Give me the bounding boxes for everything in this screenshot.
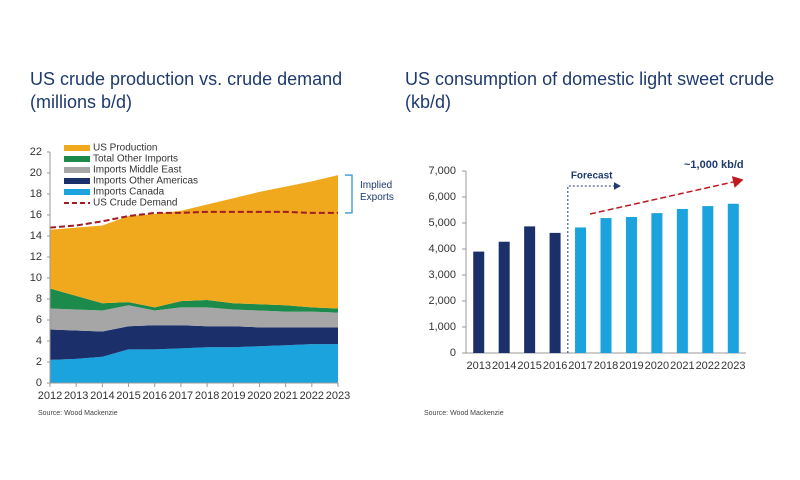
y-tick-label: 0: [36, 377, 42, 389]
x-tick-label: 2023: [326, 390, 350, 402]
source: Source: Wood Mackenzie: [424, 410, 504, 417]
x-tick-label: 2014: [492, 360, 516, 372]
x-tick-label: 2021: [273, 390, 297, 402]
forecast-divider: [567, 182, 621, 353]
area: [50, 325, 338, 360]
annotation: ~1,000 kb/d: [684, 159, 744, 171]
line: [49, 210, 338, 229]
y-tick-label: 20: [30, 167, 42, 179]
legend-label: Imports Other Americas: [93, 176, 198, 187]
bar: [727, 203, 739, 353]
x-tick-label: 2020: [247, 390, 271, 402]
x-tick-label: 2021: [670, 360, 694, 372]
bar: [600, 218, 612, 353]
x-tick-label: 2023: [721, 360, 745, 372]
x-tick-label: 2013: [466, 360, 490, 372]
legend-label: Total Other Imports: [93, 154, 178, 165]
y-tick-label: 4: [36, 335, 42, 347]
y-tick-label: 7,000: [428, 165, 456, 177]
legend-label: Imports Middle East: [93, 165, 182, 176]
area: [50, 344, 338, 383]
legend-label: US Crude Demand: [93, 198, 177, 209]
source: Source: Wood Mackenzie: [38, 410, 118, 417]
area: [50, 288, 338, 313]
legend-label: US Production: [93, 143, 157, 154]
y-tick-label: 1,000: [428, 321, 456, 333]
x-tick-label: 2017: [169, 390, 193, 402]
legend-swatch: [64, 156, 90, 162]
y-tick-label: 10: [30, 272, 42, 284]
bar: [524, 226, 536, 353]
y-tick-label: 12: [30, 251, 42, 263]
chart-title: US crude production vs. crude demand (mi…: [30, 69, 343, 112]
x-tick-label: 2012: [38, 390, 62, 402]
y-tick-label: 2: [36, 356, 42, 368]
x-tick-label: 2019: [221, 390, 245, 402]
x-tick-label: 2016: [142, 390, 166, 402]
bracket: [345, 174, 353, 214]
bar: [702, 206, 714, 353]
y-tick-label: 3,000: [428, 269, 456, 281]
x-tick-label: 2014: [90, 390, 114, 402]
x-tick-label: 2015: [116, 390, 140, 402]
y-tick-label: 6: [36, 314, 42, 326]
chart-title: US consumption of domestic light sweet c…: [405, 69, 775, 112]
legend-swatch: [64, 189, 90, 195]
x-tick-label: 2018: [594, 360, 618, 372]
y-tick-label: 4,000: [428, 243, 456, 255]
y-tick-label: 8: [36, 293, 42, 305]
bar: [473, 251, 485, 353]
y-tick-label: 5,000: [428, 217, 456, 229]
legend-swatch: [64, 178, 90, 184]
y-tick-label: 6,000: [428, 191, 456, 203]
bar: [549, 232, 561, 353]
legend-swatch: [64, 145, 90, 151]
x-tick-label: 2022: [300, 390, 324, 402]
x-tick-label: 2013: [64, 390, 88, 402]
x-tick-label: 2019: [619, 360, 643, 372]
x-tick-label: 2015: [517, 360, 541, 372]
x-tick-label: 2017: [568, 360, 592, 372]
y-tick-label: 14: [30, 230, 42, 242]
x-tick-label: 2018: [195, 390, 219, 402]
y-tick-label: 22: [30, 146, 42, 158]
bar: [498, 241, 510, 353]
annotation: Forecast: [571, 171, 613, 182]
y-tick-label: 18: [30, 188, 42, 200]
trend-arrow: [589, 176, 744, 215]
legend-label: Imports Canada: [93, 187, 165, 198]
y-tick-label: 0: [450, 347, 456, 359]
area: [50, 175, 338, 309]
y-tick-label: 16: [30, 209, 42, 221]
annotation: Implied Exports: [360, 180, 394, 203]
y-tick-label: 2,000: [428, 295, 456, 307]
bar: [625, 217, 637, 353]
bar: [651, 213, 663, 353]
bar: [575, 227, 587, 353]
x-tick-label: 2022: [696, 360, 720, 372]
x-tick-label: 2020: [645, 360, 669, 372]
bar: [676, 208, 688, 353]
area: [50, 305, 338, 332]
legend-swatch: [64, 167, 90, 173]
x-tick-label: 2016: [543, 360, 567, 372]
